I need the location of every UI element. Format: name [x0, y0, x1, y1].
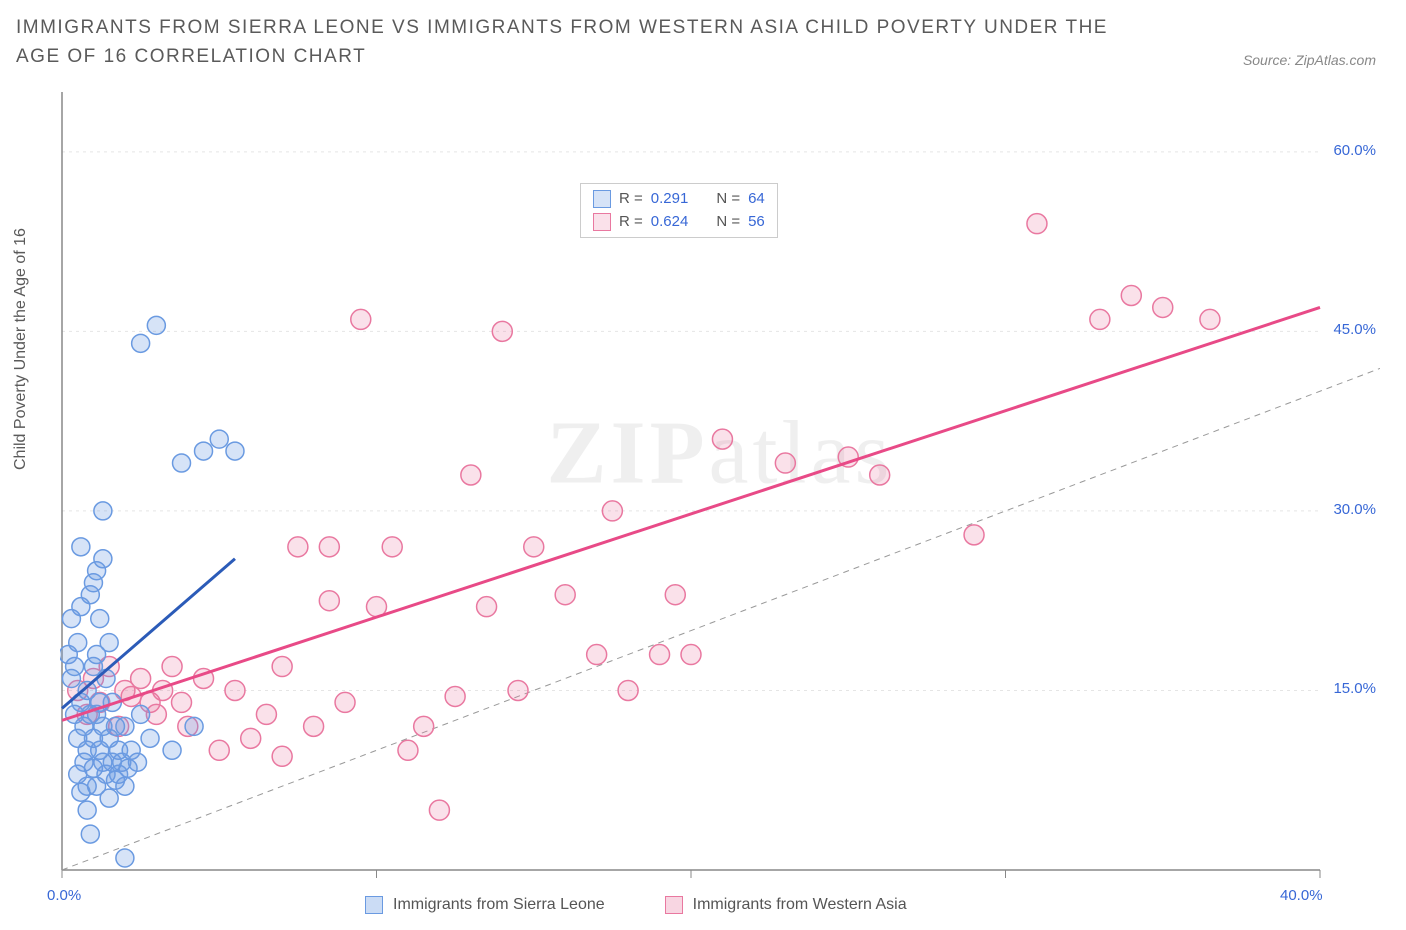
- chart-plot-area: ZIPatlas R = 0.291 N = 64 R = 0.624 N = …: [60, 90, 1380, 880]
- y-axis-label: Child Poverty Under the Age of 16: [12, 228, 30, 470]
- bottom-label-1: Immigrants from Sierra Leone: [393, 896, 605, 914]
- y-tick-label: 60.0%: [1333, 142, 1376, 159]
- bottom-legend-item-1: Immigrants from Sierra Leone: [365, 896, 605, 914]
- legend-n-value-2: 56: [748, 211, 765, 234]
- bottom-swatch-1: [365, 896, 383, 914]
- correlation-legend: R = 0.291 N = 64 R = 0.624 N = 56: [580, 183, 778, 238]
- y-tick-label: 45.0%: [1333, 321, 1376, 338]
- chart-title: IMMIGRANTS FROM SIERRA LEONE VS IMMIGRAN…: [16, 14, 1136, 71]
- legend-swatch-2: [593, 213, 611, 231]
- y-tick-label: 30.0%: [1333, 501, 1376, 518]
- x-tick-label: 40.0%: [1280, 887, 1323, 904]
- legend-row-series-2: R = 0.624 N = 56: [593, 211, 765, 234]
- legend-r-label-1: R =: [619, 188, 643, 211]
- legend-r-value-1: 0.291: [651, 188, 689, 211]
- legend-n-label-2: N =: [716, 211, 740, 234]
- source-attribution: Source: ZipAtlas.com: [1243, 52, 1376, 68]
- legend-n-label-1: N =: [716, 188, 740, 211]
- legend-row-series-1: R = 0.291 N = 64: [593, 188, 765, 211]
- bottom-label-2: Immigrants from Western Asia: [693, 896, 907, 914]
- legend-r-value-2: 0.624: [651, 211, 689, 234]
- bottom-legend: Immigrants from Sierra Leone Immigrants …: [365, 896, 907, 914]
- bottom-legend-item-2: Immigrants from Western Asia: [665, 896, 907, 914]
- bottom-swatch-2: [665, 896, 683, 914]
- legend-swatch-1: [593, 190, 611, 208]
- legend-r-label-2: R =: [619, 211, 643, 234]
- y-tick-label: 15.0%: [1333, 680, 1376, 697]
- x-tick-label: 0.0%: [47, 887, 81, 904]
- legend-n-value-1: 64: [748, 188, 765, 211]
